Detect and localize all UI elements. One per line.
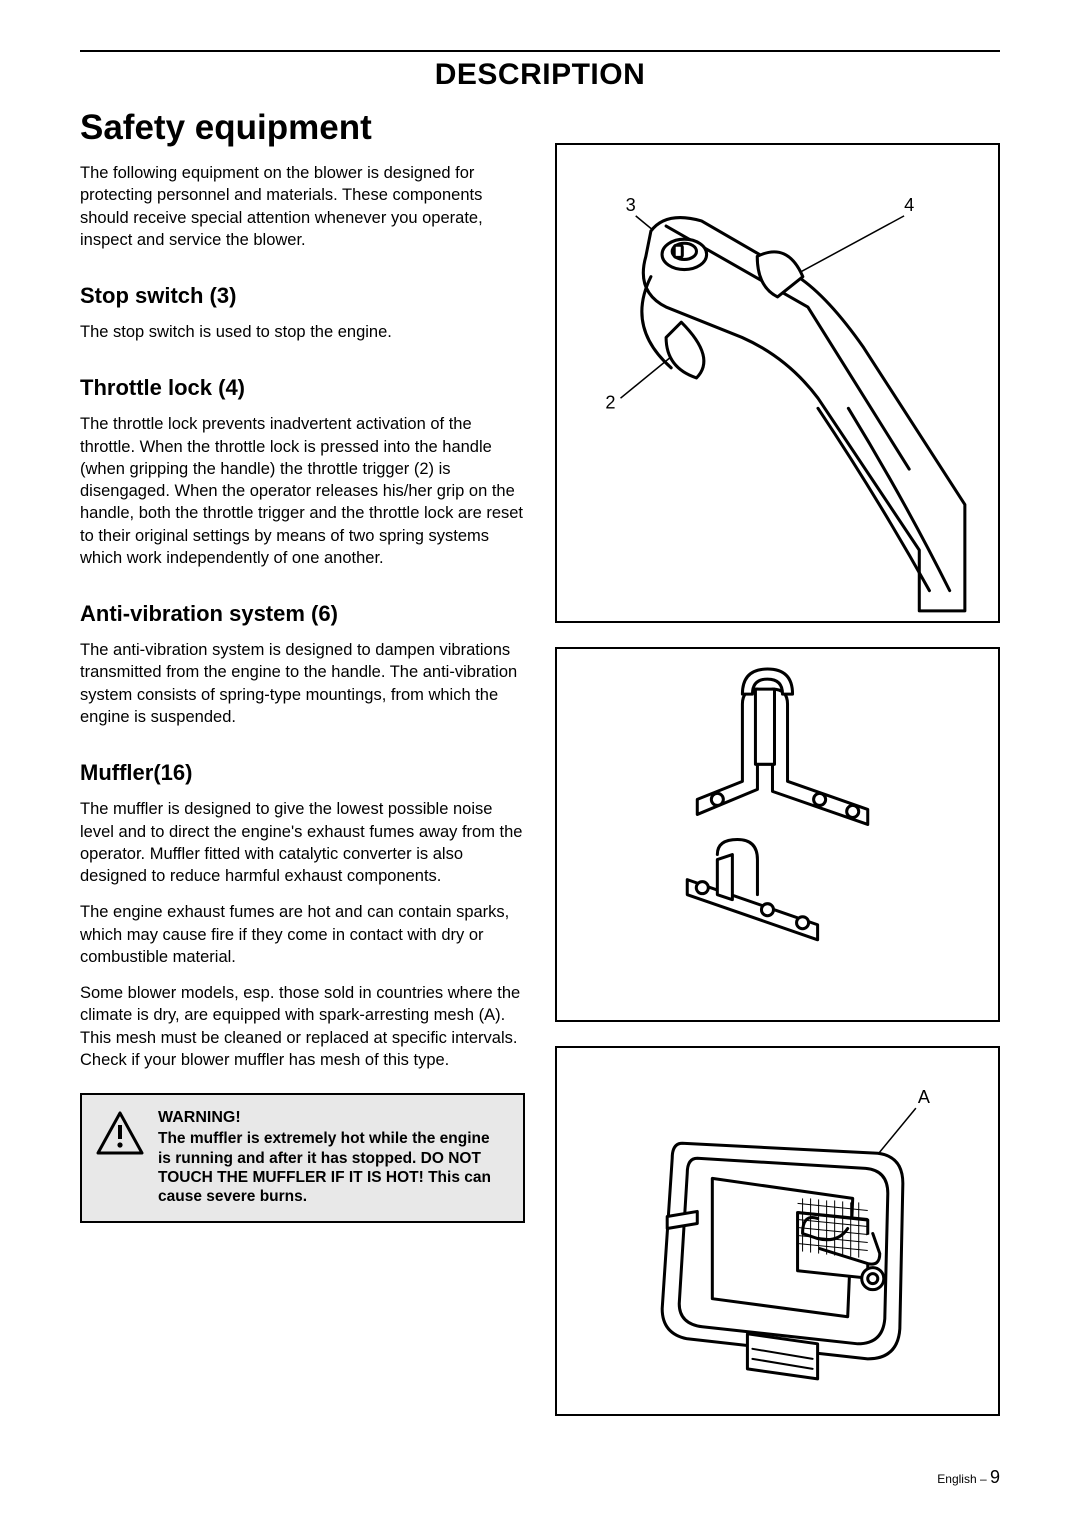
fig3-label-a: A — [918, 1087, 930, 1107]
muffler-body-1: The muffler is designed to give the lowe… — [80, 798, 525, 887]
muffler-body-2: The engine exhaust fumes are hot and can… — [80, 901, 525, 968]
avs-body: The anti-vibration system is designed to… — [80, 639, 525, 728]
rule-top — [80, 50, 1000, 52]
fig1-label-2: 2 — [605, 392, 615, 412]
figure-avs — [555, 647, 1000, 1022]
warning-text: WARNING! The muffler is extremely hot wh… — [158, 1109, 505, 1207]
warning-box: WARNING! The muffler is extremely hot wh… — [80, 1093, 525, 1223]
page-footer: English – 9 — [937, 1467, 1000, 1488]
warning-body: The muffler is extremely hot while the e… — [158, 1129, 505, 1207]
figure-muffler: A — [555, 1046, 1000, 1416]
stop-switch-heading: Stop switch (3) — [80, 283, 525, 309]
muffler-body-3: Some blower models, esp. those sold in c… — [80, 982, 525, 1071]
content-columns: Safety equipment The following equipment… — [80, 98, 1000, 1416]
section-title: Safety equipment — [80, 108, 525, 148]
warning-triangle-icon — [96, 1109, 144, 1207]
right-column: 3 4 2 — [555, 98, 1000, 1416]
muffler-heading: Muffler(16) — [80, 760, 525, 786]
page-header: DESCRIPTION — [80, 58, 1000, 92]
intro-paragraph: The following equipment on the blower is… — [80, 162, 525, 251]
throttle-lock-body: The throttle lock prevents inadvertent a… — [80, 413, 525, 569]
throttle-lock-heading: Throttle lock (4) — [80, 375, 525, 401]
footer-lang: English – — [937, 1472, 990, 1486]
fig1-label-4: 4 — [904, 195, 914, 215]
figure-handle: 3 4 2 — [555, 143, 1000, 623]
warning-title: WARNING! — [158, 1109, 505, 1127]
left-column: Safety equipment The following equipment… — [80, 98, 525, 1416]
fig1-label-3: 3 — [626, 195, 636, 215]
footer-page-number: 9 — [990, 1467, 1000, 1487]
stop-switch-body: The stop switch is used to stop the engi… — [80, 321, 525, 343]
avs-heading: Anti-vibration system (6) — [80, 601, 525, 627]
